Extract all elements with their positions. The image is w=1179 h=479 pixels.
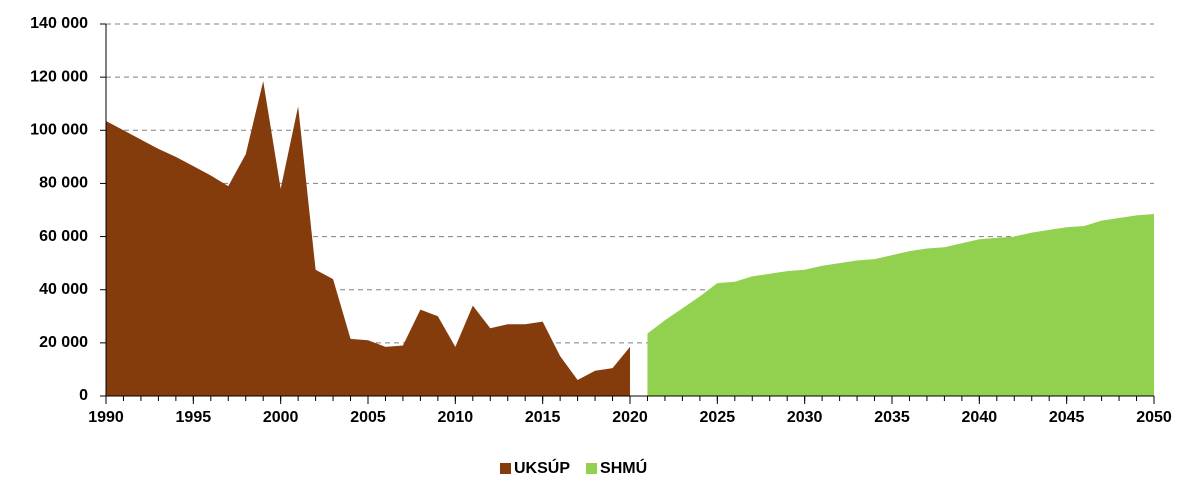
- x-tick-label: 2020: [612, 409, 648, 426]
- x-tick-label: 2050: [1136, 409, 1172, 426]
- x-tick-label: 2030: [787, 409, 823, 426]
- y-tick-label: 100 000: [30, 122, 88, 139]
- area: [106, 81, 630, 396]
- x-tick-label: 2000: [263, 409, 299, 426]
- y-tick-label: 140 000: [30, 15, 88, 32]
- area: [647, 213, 1154, 396]
- y-tick-label: 60 000: [39, 228, 88, 245]
- x-tick-label: 2025: [700, 409, 736, 426]
- legend-swatch: [500, 463, 511, 474]
- y-tick-label: 80 000: [39, 175, 88, 192]
- legend-label: UKSÚP: [514, 458, 570, 477]
- x-tick-label: 2005: [350, 409, 386, 426]
- y-tick-label: 40 000: [39, 281, 88, 298]
- legend-label: SHMÚ: [600, 458, 647, 477]
- x-tick-label: 2040: [962, 409, 998, 426]
- x-tick-label: 2010: [438, 409, 474, 426]
- y-tick-label: 20 000: [39, 334, 88, 351]
- y-tick-label: 120 000: [30, 68, 88, 85]
- x-tick-label: 1995: [176, 409, 212, 426]
- x-tick-label: 2035: [874, 409, 910, 426]
- y-tick-label: 0: [79, 387, 88, 404]
- legend-swatch: [586, 463, 598, 474]
- x-tick-label: 2045: [1049, 409, 1085, 426]
- x-tick-label: 1990: [88, 409, 124, 426]
- x-tick-label: 2015: [525, 409, 561, 426]
